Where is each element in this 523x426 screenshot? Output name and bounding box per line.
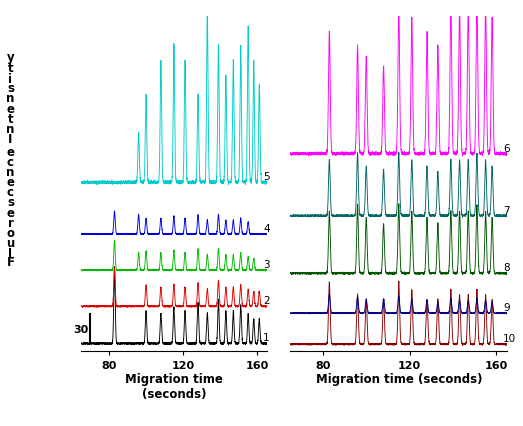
Text: 5: 5 (263, 172, 270, 182)
Text: t: t (8, 62, 13, 75)
Text: 4: 4 (263, 224, 270, 233)
Text: 9: 9 (503, 302, 509, 313)
Text: o: o (6, 227, 15, 239)
Text: e: e (6, 176, 15, 188)
Text: s: s (7, 82, 14, 95)
Text: r: r (7, 216, 14, 229)
Text: n: n (6, 123, 15, 135)
Text: 1: 1 (263, 333, 270, 343)
X-axis label: Migration time (seconds): Migration time (seconds) (315, 372, 482, 385)
Text: s: s (7, 196, 14, 209)
Text: n: n (6, 92, 15, 105)
Text: 10: 10 (503, 334, 516, 343)
Text: e: e (6, 146, 15, 158)
Text: 6: 6 (503, 143, 509, 153)
Text: l: l (8, 247, 13, 260)
Text: I: I (8, 133, 13, 146)
Text: c: c (7, 186, 14, 199)
Text: F: F (6, 256, 15, 268)
Text: e: e (6, 206, 15, 219)
Text: u: u (6, 237, 15, 250)
X-axis label: Migration time
(seconds): Migration time (seconds) (125, 372, 223, 400)
Text: y: y (7, 51, 14, 64)
Text: 3: 3 (263, 259, 270, 270)
Text: c: c (7, 155, 14, 168)
Text: 30: 30 (73, 324, 88, 334)
Text: i: i (8, 72, 13, 85)
Text: t: t (8, 113, 13, 126)
Text: e: e (6, 103, 15, 116)
Text: n: n (6, 165, 15, 178)
Text: 7: 7 (503, 205, 509, 215)
Text: 8: 8 (503, 263, 509, 273)
Text: 2: 2 (263, 296, 270, 305)
